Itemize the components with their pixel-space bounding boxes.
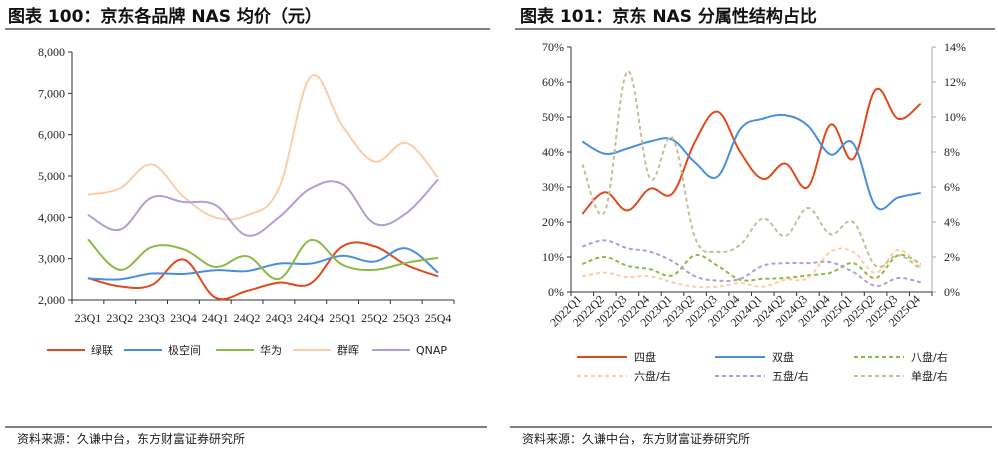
legend-label: 四盘 <box>634 350 656 364</box>
y-tick-label: 70% <box>542 40 564 54</box>
legend-label: QNAP <box>416 344 447 357</box>
series-line-0 <box>581 87 922 215</box>
y-tick-label: 40% <box>542 145 564 159</box>
series-line-4 <box>581 239 921 287</box>
legend-label: 六盘/右 <box>634 369 671 383</box>
y-tick-label: 10% <box>542 250 564 264</box>
x-tick-label: 25Q1 <box>329 311 356 325</box>
y-tick-label: 20% <box>542 215 564 229</box>
y-tick-label: 2,000 <box>38 293 65 307</box>
x-tick-label: 25Q4 <box>425 311 452 325</box>
chart-title-left: 图表 100：京东各品牌 NAS 均价（元） <box>8 6 322 27</box>
y-tick-label: 50% <box>542 110 564 124</box>
y2-tick-label: 4% <box>944 215 960 229</box>
y-tick-label: 30% <box>542 180 564 194</box>
x-tick-label: 24Q1 <box>202 311 229 325</box>
y-tick-label: 8,000 <box>38 45 65 59</box>
y-tick-label: 60% <box>542 75 564 89</box>
y2-tick-label: 0% <box>944 285 960 299</box>
legend-label: 华为 <box>260 343 282 357</box>
legend-label: 绿联 <box>91 343 113 357</box>
y-tick-label: 5,000 <box>38 169 65 183</box>
y2-tick-label: 12% <box>944 75 966 89</box>
y2-tick-label: 8% <box>944 145 960 159</box>
series-line-2 <box>581 253 922 282</box>
series-line-1 <box>581 113 921 211</box>
y-tick-label: 3,000 <box>38 252 65 266</box>
y2-tick-label: 14% <box>944 40 966 54</box>
chart-title-right: 图表 101：京东 NAS 分属性结构占比 <box>520 6 817 27</box>
series-line-4 <box>87 178 439 237</box>
x-tick-label: 25Q3 <box>393 311 420 325</box>
y2-tick-label: 10% <box>944 110 966 124</box>
x-tick-label: 24Q4 <box>297 311 324 325</box>
series-line-2 <box>87 238 439 280</box>
series-line-0 <box>87 241 439 301</box>
series-line-3 <box>582 247 922 289</box>
legend-label: 群晖 <box>337 343 359 357</box>
source-left: 资料来源：久谦中台，东方财富证券研究所 <box>17 431 245 446</box>
y-tick-label: 0% <box>548 285 564 299</box>
y2-tick-label: 2% <box>944 250 960 264</box>
legend-label: 五盘/右 <box>772 369 809 383</box>
x-tick-label: 24Q2 <box>234 311 261 325</box>
y-tick-label: 6,000 <box>38 128 65 142</box>
y2-tick-label: 6% <box>944 180 960 194</box>
series-line-1 <box>87 247 439 281</box>
legend-label: 单盘/右 <box>911 369 948 383</box>
right-chart: 0% 0% 10% 2% 20% 4% 30% 6% 40% 8% 50% 10% 60% 12% 70% 1… <box>542 40 966 383</box>
series-line-5 <box>581 70 922 271</box>
x-tick-label: 23Q4 <box>170 311 197 325</box>
y-tick-label: 4,000 <box>38 210 65 224</box>
x-tick-label: 24Q3 <box>266 311 293 325</box>
source-right: 资料来源：久谦中台，东方财富证券研究所 <box>522 431 750 446</box>
x-tick-label: 23Q3 <box>138 311 165 325</box>
y-tick-label: 7,000 <box>38 86 65 100</box>
legend-label: 八盘/右 <box>911 350 948 364</box>
series-line-3 <box>87 74 439 221</box>
x-tick-label: 25Q2 <box>361 311 388 325</box>
legend-label: 双盘 <box>772 350 794 364</box>
x-tick-label: 23Q1 <box>75 311 102 325</box>
x-tick-label: 23Q2 <box>106 311 133 325</box>
left-chart: 2,000 3,000 4,000 5,000 6,000 7,000 8,000 23Q1 2… <box>38 45 455 357</box>
legend-label: 极空间 <box>168 343 201 357</box>
